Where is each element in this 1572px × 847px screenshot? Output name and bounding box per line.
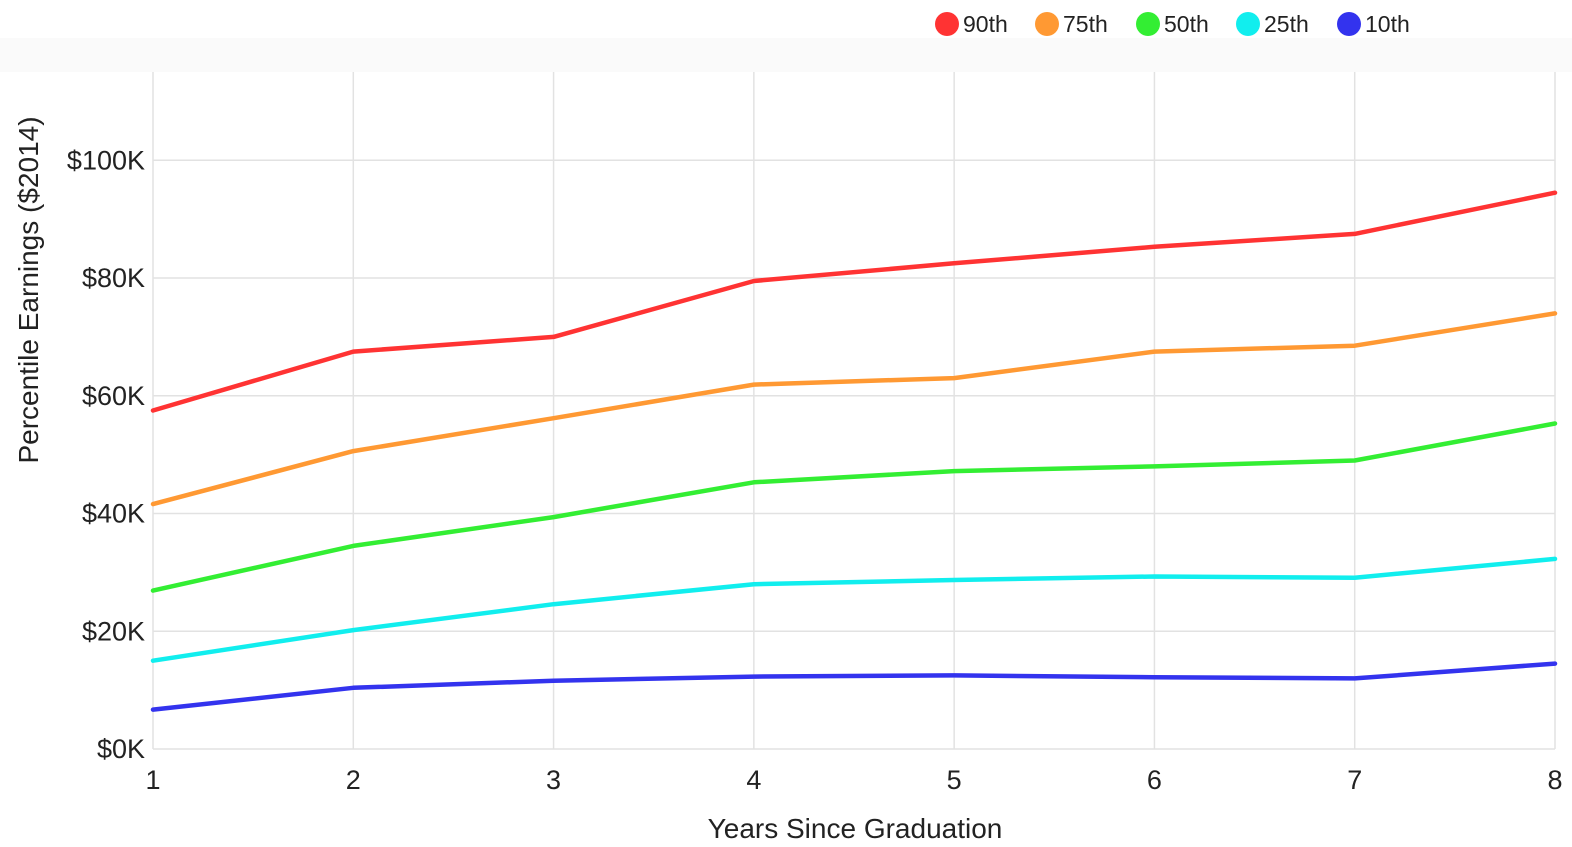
y-tick-label: $40K (82, 499, 145, 529)
series-lines (150, 190, 1558, 712)
y-tick-label: $80K (82, 263, 145, 293)
x-axis-title: Years Since Graduation (708, 813, 1003, 844)
y-tick-label: $20K (82, 616, 145, 646)
legend-label-25th: 25th (1264, 11, 1309, 37)
legend-marker-75th (1035, 12, 1059, 36)
series-line-75th (150, 311, 1558, 507)
legend-label-10th: 10th (1365, 11, 1410, 37)
x-tick-label: 5 (947, 765, 962, 795)
legend-label-50th: 50th (1164, 11, 1209, 37)
series-line-10th (150, 661, 1558, 712)
y-tick-labels: $0K $20K $40K $60K $80K $100K (67, 145, 145, 764)
legend-marker-10th (1337, 12, 1361, 36)
legend-marker-25th (1236, 12, 1260, 36)
series-line-90th (150, 190, 1558, 413)
x-tick-label: 1 (145, 765, 160, 795)
x-tick-label: 7 (1347, 765, 1362, 795)
y-axis-title: Percentile Earnings ($2014) (13, 116, 44, 463)
x-tick-labels: 1 2 3 4 5 6 7 8 (145, 765, 1562, 795)
legend-band (0, 38, 1572, 72)
x-tick-label: 2 (346, 765, 361, 795)
x-gridlines (152, 72, 1556, 749)
y-tick-label: $60K (82, 381, 145, 411)
legend-label-90th: 90th (963, 11, 1008, 37)
x-tick-label: 6 (1147, 765, 1162, 795)
x-tick-label: 3 (546, 765, 561, 795)
series-line-50th (150, 421, 1558, 593)
x-tick-label: 4 (746, 765, 761, 795)
x-tick-label: 8 (1547, 765, 1562, 795)
y-tick-label: $100K (67, 145, 145, 175)
legend: 90th 75th 50th 25th 10th (935, 11, 1410, 37)
legend-marker-90th (935, 12, 959, 36)
series-line-25th (150, 556, 1558, 663)
legend-marker-50th (1136, 12, 1160, 36)
y-tick-label: $0K (97, 734, 145, 764)
legend-label-75th: 75th (1063, 11, 1108, 37)
y-gridlines (153, 159, 1555, 750)
